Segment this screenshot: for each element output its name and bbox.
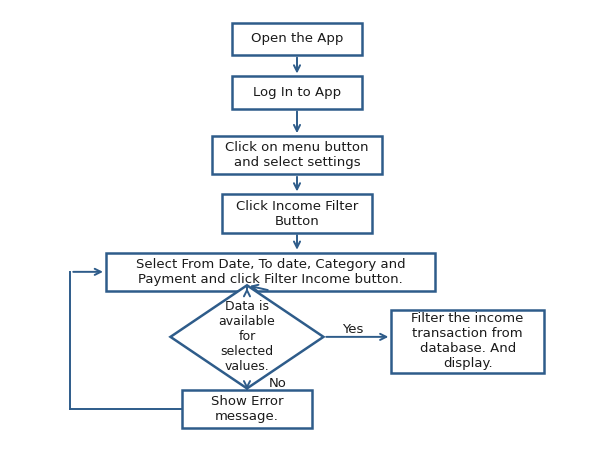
FancyBboxPatch shape [232, 76, 362, 109]
FancyBboxPatch shape [182, 390, 312, 428]
Text: Filter the income
transaction from
database. And
display.: Filter the income transaction from datab… [412, 312, 524, 370]
Text: Open the App: Open the App [251, 32, 343, 45]
Text: Log In to App: Log In to App [253, 86, 341, 99]
FancyBboxPatch shape [391, 310, 544, 373]
FancyBboxPatch shape [222, 194, 372, 232]
Polygon shape [170, 285, 324, 389]
FancyBboxPatch shape [232, 23, 362, 55]
Text: Select From Date, To date, Category and
Payment and click Filter Income button.: Select From Date, To date, Category and … [135, 258, 405, 286]
Text: Data is
available
for
selected
values.: Data is available for selected values. [219, 301, 276, 373]
Text: Click on menu button
and select settings: Click on menu button and select settings [225, 141, 369, 169]
FancyBboxPatch shape [106, 253, 435, 291]
Text: Click Income Filter
Button: Click Income Filter Button [236, 200, 358, 227]
Text: No: No [269, 377, 287, 390]
FancyBboxPatch shape [211, 136, 383, 174]
Text: Show Error
message.: Show Error message. [211, 395, 283, 423]
Text: Yes: Yes [342, 323, 364, 336]
